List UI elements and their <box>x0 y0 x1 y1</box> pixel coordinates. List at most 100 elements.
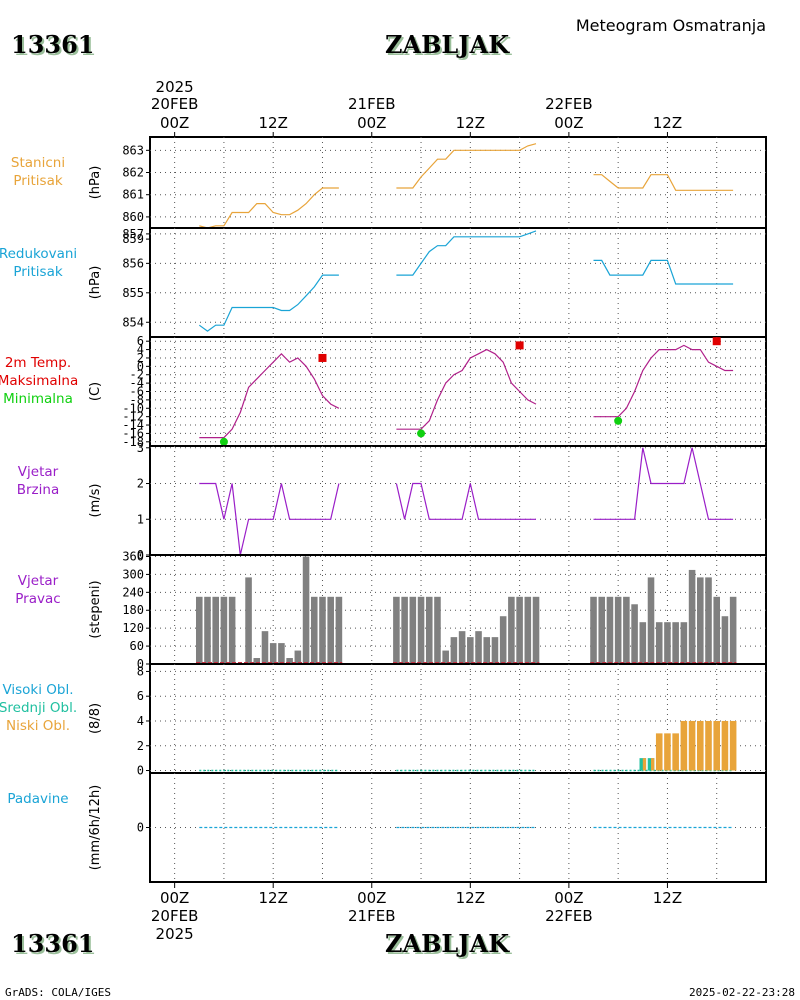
footer-station-name: ZABLJAK <box>385 929 510 958</box>
y-tick-label: -2 <box>130 368 144 382</box>
wind-direction-bar <box>680 622 688 664</box>
wind-direction-bar <box>204 596 211 664</box>
low-cloud-bar <box>642 758 647 771</box>
wind-direction-bar <box>442 650 449 664</box>
wind-direction-bar <box>688 569 696 664</box>
wind-direction-bar <box>532 596 540 664</box>
wind-direction-bar <box>508 596 515 664</box>
wind-direction-bar <box>319 596 326 664</box>
panel-label: Stanicni <box>11 155 65 171</box>
series-line <box>198 274 339 332</box>
wind-direction-bar <box>245 577 252 664</box>
wind-direction-bar <box>516 596 523 664</box>
series-line <box>593 447 734 520</box>
wind-direction-bar <box>393 596 400 664</box>
series-line <box>396 348 537 430</box>
low-cloud-bar <box>655 733 663 771</box>
y-tick-label: 0 <box>137 359 144 373</box>
panel-label: Vjetar <box>18 464 59 480</box>
wind-direction-bar <box>286 658 293 664</box>
y-tick-label: 860 <box>122 210 144 224</box>
y-tick-label: -18 <box>122 435 144 449</box>
wind-direction-bar <box>434 596 441 664</box>
wind-direction-bar <box>302 556 310 664</box>
panel-label: Pravac <box>15 591 60 607</box>
wind-direction-bar <box>729 596 737 664</box>
top-date-label: 21FEB <box>348 95 395 113</box>
low-cloud-bar <box>672 733 679 771</box>
wind-direction-bar <box>228 596 236 664</box>
y-tick-label: 854 <box>122 315 144 329</box>
wind-direction-bar <box>721 616 729 664</box>
y-tick-label: 0 <box>137 764 144 778</box>
panel-label: Pritisak <box>13 173 63 189</box>
panel-frame <box>149 445 767 556</box>
wind-direction-bar <box>310 596 318 664</box>
bottom-year-label: 2025 <box>156 925 194 943</box>
series-line <box>593 344 734 418</box>
series-line <box>593 174 734 191</box>
y-tick-label: 1 <box>137 512 144 526</box>
low-cloud-bar <box>721 720 729 771</box>
panel-clouds: 0 2 4 6 8 Visoki Obl. Srednji Obl. Niski Obl. (8… <box>0 663 767 778</box>
low-cloud-bar <box>664 733 671 771</box>
wind-direction-bar <box>417 596 425 664</box>
y-tick-label: 6 <box>137 334 144 348</box>
wind-direction-bar <box>590 596 597 664</box>
wind-direction-bar <box>705 577 712 664</box>
y-tick-label: 4 <box>137 343 144 357</box>
panel-label: Pritisak <box>13 264 63 280</box>
footer-station-name-shadow: ZABLJAK <box>387 931 512 960</box>
panel-label: Padavine <box>7 791 68 807</box>
y-tick-label: 60 <box>130 639 144 653</box>
y-tick-label: 2 <box>137 739 144 753</box>
wind-direction-bar <box>220 596 228 664</box>
min-temp-marker <box>614 416 623 425</box>
y-tick-label: 863 <box>122 143 144 157</box>
footer-station-id-shadow: 13361 <box>13 931 97 960</box>
y-tick-label: 360 <box>122 549 144 563</box>
footer-credit: GrADS: COLA/IGES <box>5 986 111 999</box>
y-tick-label: 859 <box>122 232 144 246</box>
panel-label: 2m Temp. <box>5 355 71 371</box>
panel-wind-direction: 0 60 120 180 240 300 360 Vjetar Pravac (stepeni) <box>15 549 767 671</box>
wind-direction-bar <box>606 596 614 664</box>
wind-direction-bar <box>491 637 499 664</box>
y-axis-label: (stepeni) <box>88 580 103 638</box>
series-line <box>199 482 340 555</box>
top-year-label: 2025 <box>156 78 194 96</box>
y-tick-label: -14 <box>122 418 144 432</box>
wind-direction-bar <box>483 637 491 664</box>
y-tick-label: -4 <box>130 376 144 390</box>
series-line <box>199 352 340 439</box>
y-tick-label: 857 <box>122 227 144 241</box>
bottom-hour-label: 00Z <box>160 889 189 907</box>
panel-frame <box>149 336 767 447</box>
series-line <box>396 143 537 189</box>
bottom-hour-label: 00Z <box>357 889 386 907</box>
station-name-shadow: ZABLJAK <box>387 32 512 61</box>
wind-direction-bar <box>697 577 704 664</box>
max-temp-marker <box>515 341 524 350</box>
y-tick-label: -8 <box>130 393 144 407</box>
wind-direction-bar <box>647 577 655 664</box>
wind-direction-bar <box>409 596 417 664</box>
top-hour-label: 00Z <box>357 114 386 132</box>
wind-direction-bar <box>327 596 334 664</box>
y-tick-label: 6 <box>137 689 144 703</box>
low-cloud-bar <box>697 720 704 771</box>
y-tick-label: 120 <box>122 621 144 635</box>
y-tick-label: 180 <box>122 603 144 617</box>
wind-direction-bar <box>401 596 408 664</box>
wind-direction-bar <box>195 596 203 664</box>
station-id: 13361 <box>11 30 95 59</box>
wind-direction-bar <box>212 596 219 664</box>
wind-direction-bar <box>639 622 647 664</box>
wind-direction-bar <box>614 596 622 664</box>
y-tick-label: 0 <box>137 821 144 835</box>
y-tick-label: -12 <box>122 410 144 424</box>
y-axis-label: (mm/6h/12h) <box>88 785 103 871</box>
panel-label: Brzina <box>17 482 59 498</box>
